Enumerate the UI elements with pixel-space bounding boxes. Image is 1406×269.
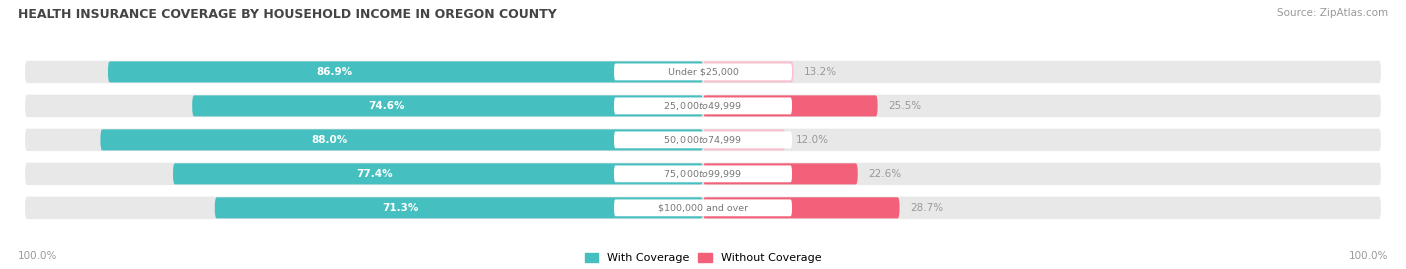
Text: $25,000 to $49,999: $25,000 to $49,999 (664, 100, 742, 112)
FancyBboxPatch shape (215, 197, 703, 218)
FancyBboxPatch shape (173, 163, 703, 184)
Text: $50,000 to $74,999: $50,000 to $74,999 (664, 134, 742, 146)
FancyBboxPatch shape (703, 61, 793, 83)
Text: 28.7%: 28.7% (910, 203, 943, 213)
FancyBboxPatch shape (25, 129, 1381, 151)
Text: $75,000 to $99,999: $75,000 to $99,999 (664, 168, 742, 180)
FancyBboxPatch shape (703, 129, 785, 150)
Text: 74.6%: 74.6% (368, 101, 405, 111)
FancyBboxPatch shape (25, 197, 1381, 219)
Text: 22.6%: 22.6% (868, 169, 901, 179)
FancyBboxPatch shape (100, 129, 703, 150)
FancyBboxPatch shape (703, 163, 858, 184)
FancyBboxPatch shape (108, 61, 703, 83)
FancyBboxPatch shape (703, 197, 900, 218)
Text: 100.0%: 100.0% (18, 251, 58, 261)
Text: Under $25,000: Under $25,000 (668, 68, 738, 76)
FancyBboxPatch shape (614, 97, 792, 114)
FancyBboxPatch shape (25, 163, 1381, 185)
FancyBboxPatch shape (25, 95, 1381, 117)
Text: Source: ZipAtlas.com: Source: ZipAtlas.com (1277, 8, 1388, 18)
Text: 12.0%: 12.0% (796, 135, 828, 145)
FancyBboxPatch shape (614, 199, 792, 216)
FancyBboxPatch shape (193, 95, 703, 116)
Legend: With Coverage, Without Coverage: With Coverage, Without Coverage (585, 253, 821, 263)
Text: 88.0%: 88.0% (311, 135, 347, 145)
FancyBboxPatch shape (614, 165, 792, 182)
Text: HEALTH INSURANCE COVERAGE BY HOUSEHOLD INCOME IN OREGON COUNTY: HEALTH INSURANCE COVERAGE BY HOUSEHOLD I… (18, 8, 557, 21)
FancyBboxPatch shape (614, 132, 792, 148)
Text: 71.3%: 71.3% (382, 203, 419, 213)
Text: 100.0%: 100.0% (1348, 251, 1388, 261)
FancyBboxPatch shape (614, 63, 792, 80)
Text: 77.4%: 77.4% (356, 169, 392, 179)
FancyBboxPatch shape (703, 95, 877, 116)
Text: 13.2%: 13.2% (804, 67, 837, 77)
Text: 86.9%: 86.9% (316, 67, 352, 77)
Text: $100,000 and over: $100,000 and over (658, 203, 748, 212)
Text: 25.5%: 25.5% (887, 101, 921, 111)
FancyBboxPatch shape (25, 61, 1381, 83)
